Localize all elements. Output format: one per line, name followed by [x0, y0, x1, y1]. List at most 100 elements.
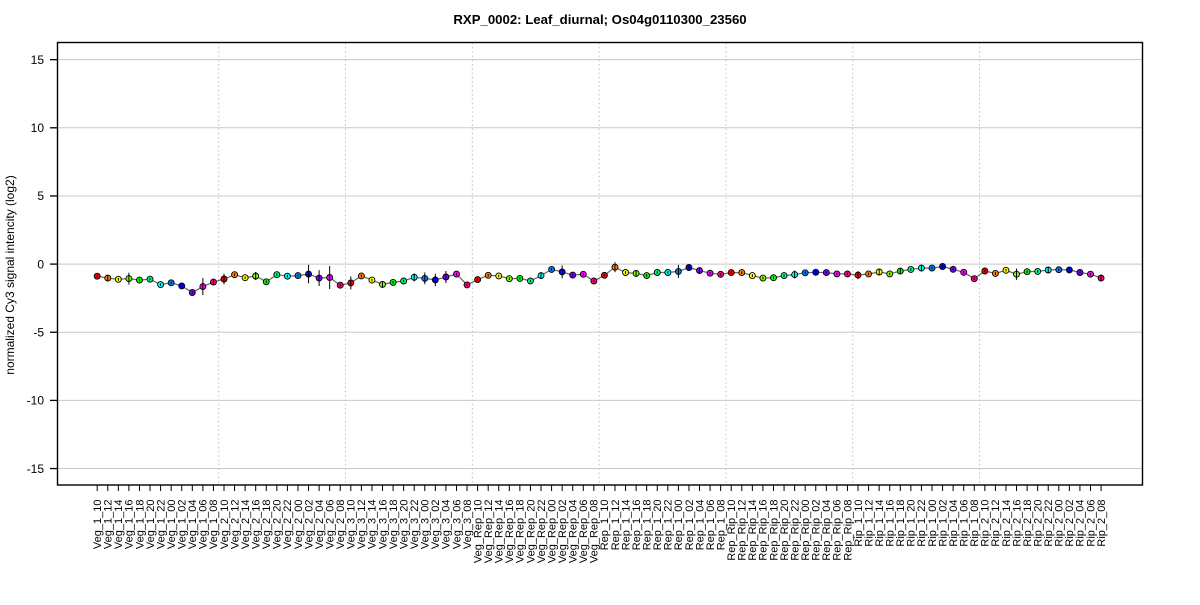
svg-text:-10: -10 — [27, 394, 45, 408]
svg-text:Veg_1_20: Veg_1_20 — [145, 500, 157, 550]
svg-text:Rep_1_14: Rep_1_14 — [620, 500, 632, 551]
svg-text:Rip_1_08: Rip_1_08 — [969, 500, 981, 547]
svg-text:Veg_Rep_10: Veg_Rep_10 — [472, 500, 484, 564]
svg-text:Rep_Rip_20: Rep_Rip_20 — [779, 500, 791, 561]
svg-text:Rep_Rip_02: Rep_Rip_02 — [811, 500, 823, 561]
svg-text:Veg_1_22: Veg_1_22 — [155, 500, 167, 550]
svg-text:Veg_Rep_20: Veg_Rep_20 — [525, 500, 537, 564]
svg-text:Rip_1_16: Rip_1_16 — [885, 500, 897, 547]
svg-text:Rep_1_18: Rep_1_18 — [641, 500, 653, 551]
svg-text:Veg_1_16: Veg_1_16 — [124, 500, 136, 550]
svg-text:Veg_2_10: Veg_2_10 — [219, 500, 231, 550]
svg-text:Rep_Rip_10: Rep_Rip_10 — [726, 500, 738, 561]
svg-text:Veg_Rep_22: Veg_Rep_22 — [536, 500, 548, 564]
svg-text:Veg_3_10: Veg_3_10 — [346, 500, 358, 550]
svg-text:Rip_2_12: Rip_2_12 — [990, 499, 1002, 546]
svg-text:Veg_2_18: Veg_2_18 — [261, 500, 273, 550]
svg-text:Rip_1_10: Rip_1_10 — [853, 500, 865, 547]
svg-text:Rep_1_16: Rep_1_16 — [631, 500, 643, 551]
svg-text:Veg_3_22: Veg_3_22 — [409, 500, 421, 550]
svg-text:Rip_1_22: Rip_1_22 — [916, 500, 928, 547]
svg-text:Veg_2_22: Veg_2_22 — [282, 500, 294, 550]
svg-text:Rep_Rip_12: Rep_Rip_12 — [737, 500, 749, 561]
svg-text:Rep_1_12: Rep_1_12 — [610, 500, 622, 551]
svg-text:Veg_3_02: Veg_3_02 — [430, 500, 442, 550]
svg-text:Veg_1_12: Veg_1_12 — [103, 500, 115, 550]
svg-text:Veg_1_00: Veg_1_00 — [166, 500, 178, 550]
svg-text:Rep_1_02: Rep_1_02 — [684, 500, 696, 551]
svg-text:Rep_1_22: Rep_1_22 — [663, 500, 675, 551]
svg-text:Rep_1_20: Rep_1_20 — [652, 500, 664, 551]
svg-text:RXP_0002: Leaf_diurnal; Os04g0: RXP_0002: Leaf_diurnal; Os04g0110300_235… — [453, 12, 746, 27]
svg-text:Rip_1_00: Rip_1_00 — [927, 500, 939, 547]
svg-text:Veg_2_02: Veg_2_02 — [303, 500, 315, 550]
svg-text:Veg_Rep_12: Veg_Rep_12 — [483, 499, 495, 563]
svg-text:Rip_2_22: Rip_2_22 — [1043, 500, 1055, 547]
svg-text:5: 5 — [37, 189, 44, 203]
svg-text:-5: -5 — [33, 325, 44, 339]
svg-text:Rep_Rip_04: Rep_Rip_04 — [821, 500, 833, 561]
svg-text:Veg_2_08: Veg_2_08 — [335, 500, 347, 550]
svg-text:Veg_3_12: Veg_3_12 — [356, 500, 368, 550]
svg-text:Rip_1_18: Rip_1_18 — [895, 500, 907, 547]
svg-text:Rep_1_04: Rep_1_04 — [694, 500, 706, 551]
svg-text:Veg_3_14: Veg_3_14 — [367, 500, 379, 550]
svg-text:0: 0 — [37, 257, 44, 271]
svg-text:Veg_Rep_08: Veg_Rep_08 — [589, 500, 601, 564]
svg-text:Veg_2_00: Veg_2_00 — [293, 500, 305, 550]
svg-text:Rep_Rip_14: Rep_Rip_14 — [747, 500, 759, 561]
svg-text:Rip_2_16: Rip_2_16 — [1011, 500, 1023, 547]
svg-text:Veg_2_20: Veg_2_20 — [272, 500, 284, 550]
svg-text:Veg_3_00: Veg_3_00 — [420, 500, 432, 550]
svg-text:10: 10 — [31, 121, 45, 135]
svg-text:Veg_1_18: Veg_1_18 — [134, 500, 146, 550]
svg-text:Veg_Rep_04: Veg_Rep_04 — [568, 500, 580, 564]
svg-text:Veg_2_04: Veg_2_04 — [314, 500, 326, 550]
svg-text:Veg_2_14: Veg_2_14 — [240, 500, 252, 550]
svg-text:Rip_1_12: Rip_1_12 — [863, 500, 875, 547]
svg-text:-15: -15 — [27, 462, 45, 476]
svg-text:Rep_1_08: Rep_1_08 — [715, 500, 727, 551]
svg-text:Veg_1_04: Veg_1_04 — [187, 500, 199, 550]
svg-text:Veg_3_06: Veg_3_06 — [451, 500, 463, 550]
svg-text:Veg_Rep_00: Veg_Rep_00 — [546, 500, 558, 564]
svg-text:Rep_1_06: Rep_1_06 — [705, 500, 717, 551]
svg-text:normalized Cy3 signal intencit: normalized Cy3 signal intencity (log2) — [3, 175, 17, 374]
svg-text:Veg_3_08: Veg_3_08 — [462, 499, 474, 549]
svg-text:Veg_1_14: Veg_1_14 — [113, 500, 125, 550]
svg-text:Veg_2_16: Veg_2_16 — [251, 500, 263, 550]
svg-text:Veg_1_06: Veg_1_06 — [198, 500, 210, 550]
svg-text:Rip_1_20: Rip_1_20 — [906, 500, 918, 547]
svg-text:Rip_1_04: Rip_1_04 — [948, 500, 960, 547]
svg-text:Veg_Rep_14: Veg_Rep_14 — [494, 500, 506, 564]
svg-text:Rip_2_06: Rip_2_06 — [1085, 500, 1097, 547]
svg-text:Veg_1_10: Veg_1_10 — [92, 500, 104, 550]
svg-text:Rep_Rip_06: Rep_Rip_06 — [832, 500, 844, 561]
svg-text:Rep_Rip_08: Rep_Rip_08 — [842, 500, 854, 561]
svg-text:Rep_1_00: Rep_1_00 — [673, 500, 685, 551]
svg-text:Rep_1_10: Rep_1_10 — [599, 500, 611, 551]
svg-text:Rip_2_10: Rip_2_10 — [980, 500, 992, 547]
svg-text:Rep_Rip_18: Rep_Rip_18 — [768, 500, 780, 561]
svg-text:Rip_2_00: Rip_2_00 — [1054, 500, 1066, 547]
svg-text:Veg_Rep_06: Veg_Rep_06 — [578, 500, 590, 564]
svg-text:Rep_Rip_22: Rep_Rip_22 — [789, 500, 801, 561]
svg-text:Rip_2_18: Rip_2_18 — [1022, 500, 1034, 547]
svg-text:Veg_2_12: Veg_2_12 — [229, 500, 241, 550]
svg-text:Rip_2_04: Rip_2_04 — [1075, 500, 1087, 547]
svg-text:Rip_2_20: Rip_2_20 — [1032, 500, 1044, 547]
svg-text:Veg_1_08: Veg_1_08 — [208, 500, 220, 550]
svg-text:15: 15 — [31, 53, 45, 67]
svg-text:Veg_3_16: Veg_3_16 — [377, 500, 389, 550]
svg-text:Veg_3_04: Veg_3_04 — [441, 500, 453, 550]
svg-text:Veg_2_06: Veg_2_06 — [324, 500, 336, 550]
svg-text:Rip_1_14: Rip_1_14 — [874, 500, 886, 547]
svg-text:Rip_2_02: Rip_2_02 — [1064, 500, 1076, 547]
svg-text:Veg_Rep_16: Veg_Rep_16 — [504, 500, 516, 564]
svg-text:Veg_Rep_18: Veg_Rep_18 — [515, 500, 527, 564]
svg-text:Rip_1_02: Rip_1_02 — [937, 500, 949, 547]
svg-text:Rip_2_14: Rip_2_14 — [1001, 500, 1013, 547]
svg-text:Rep_Rip_16: Rep_Rip_16 — [758, 500, 770, 561]
svg-text:Rip_2_08: Rip_2_08 — [1096, 500, 1108, 547]
svg-text:Rep_Rip_00: Rep_Rip_00 — [800, 500, 812, 561]
